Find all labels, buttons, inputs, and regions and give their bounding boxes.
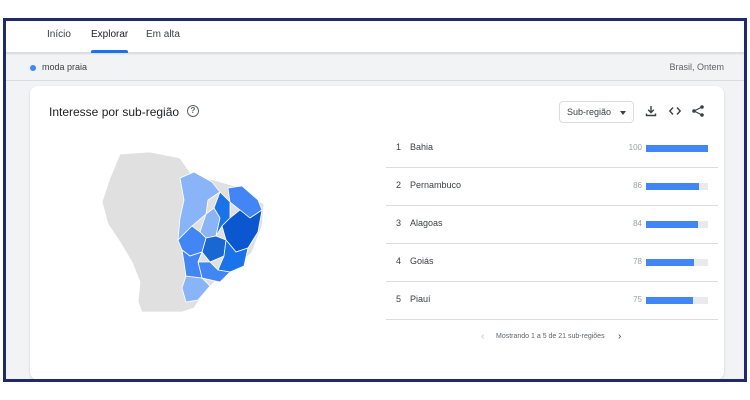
ranking-value: 86: [633, 181, 642, 190]
subregion-interest-card: Interesse por sub-região ? Sub-região: [30, 86, 724, 379]
search-term-label[interactable]: moda praia: [42, 62, 88, 72]
share-icon[interactable]: [691, 104, 705, 118]
ranking-row[interactable]: 4 Goiás 78: [386, 244, 718, 282]
ranking-row[interactable]: 2 Pernambuco 86: [386, 168, 718, 206]
ranking-number: 4: [396, 256, 402, 266]
ranking-value: 84: [633, 219, 642, 228]
term-color-dot: [30, 65, 36, 71]
ranking-region-name: Goiás: [410, 256, 434, 266]
subregion-select[interactable]: Sub-região: [559, 101, 634, 123]
region-mato-grosso-sul[interactable]: [181, 249, 203, 279]
ranking-bar-track: [646, 221, 708, 228]
region-bahia[interactable]: [221, 209, 263, 253]
help-circle-icon[interactable]: ?: [187, 105, 199, 117]
search-term-bar: moda praia Brasil, Ontem: [6, 55, 744, 81]
pagination-text: Mostrando 1 a 5 de 21 sub-regiões: [496, 333, 605, 340]
tab-inicio[interactable]: Início: [47, 29, 71, 40]
ranking-bar-track: [646, 259, 708, 266]
chevron-right-icon[interactable]: ›: [618, 331, 622, 342]
ranking-number: 1: [396, 142, 402, 152]
ranking-number: 3: [396, 218, 402, 228]
ranking-row[interactable]: 1 Bahia 100: [386, 130, 718, 168]
region-piaui[interactable]: [213, 191, 231, 237]
ranking-value: 75: [633, 295, 642, 304]
ranking-value: 78: [633, 257, 642, 266]
embed-code-icon[interactable]: [668, 104, 682, 118]
subregion-select-label: Sub-região: [567, 107, 612, 117]
ranking-bar-track: [646, 297, 708, 304]
ranking-region-name: Pernambuco: [410, 180, 462, 190]
top-nav: Início Explorar Em alta: [6, 21, 744, 53]
ranking-bar-track: [646, 145, 708, 152]
caret-down-icon: [620, 111, 626, 115]
ranking-bar-track: [646, 183, 708, 190]
subregion-ranking-list: 1 Bahia 100 2 Pernambuco 86 3 Alagoas 84…: [386, 130, 718, 320]
search-term-meta[interactable]: Brasil, Ontem: [669, 62, 724, 72]
ranking-bar: [646, 183, 700, 190]
ranking-value: 100: [628, 143, 642, 152]
chevron-left-icon[interactable]: ‹: [481, 331, 485, 342]
ranking-number: 5: [396, 294, 402, 304]
ranking-row[interactable]: 3 Alagoas 84: [386, 206, 718, 244]
ranking-bar: [646, 297, 693, 304]
ranking-region-name: Alagoas: [410, 218, 443, 228]
screenshot-frame: Início Explorar Em alta moda praia Brasi…: [3, 18, 747, 382]
ranking-region-name: Piauí: [410, 294, 431, 304]
ranking-region-name: Bahia: [410, 142, 434, 152]
card-title: Interesse por sub-região: [49, 105, 180, 119]
tab-em-alta[interactable]: Em alta: [146, 29, 180, 40]
ranking-number: 2: [396, 180, 402, 190]
ranking-bar: [646, 145, 708, 152]
ranking-bar: [646, 259, 695, 266]
tab-explorar[interactable]: Explorar: [91, 21, 129, 53]
download-icon[interactable]: [644, 104, 658, 118]
ranking-row[interactable]: 5 Piauí 75: [386, 282, 718, 320]
ranking-bar: [646, 221, 699, 228]
brazil-subregion-map[interactable]: [102, 152, 264, 312]
